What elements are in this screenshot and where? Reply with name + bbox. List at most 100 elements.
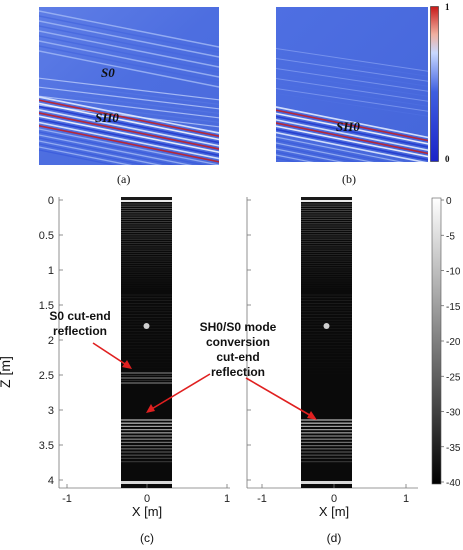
wave-stripe-b [276, 109, 428, 142]
strip-top-band [121, 197, 172, 202]
x-axis-label-d: X [m] [319, 504, 349, 519]
strip-defect-spot [143, 323, 150, 329]
wave-stripe-a [39, 95, 219, 119]
wave-stripe-a [39, 91, 219, 114]
arrow-right-head [307, 411, 317, 420]
annotation-mode-line4: reflection [210, 365, 265, 379]
colorbar-tick-label: -35 [446, 443, 461, 454]
wave-stripe-b [276, 131, 428, 162]
wave-stripe-a [39, 149, 118, 165]
wave-stripe-a [39, 115, 219, 154]
bscan-image-c [121, 197, 172, 488]
x-tick-label: 1 [224, 493, 230, 505]
panel-d-label: (d) [327, 531, 342, 545]
wave-stripe-a [39, 118, 219, 157]
wave-stripe-a [39, 99, 219, 138]
annotation-mode-line3: cut-end [216, 350, 260, 364]
x-tick-label: -1 [62, 493, 72, 505]
wave-stripe-a [39, 140, 163, 165]
panel-c-label: (c) [140, 531, 154, 545]
annotation-mode-line1: SH0/S0 mode [199, 320, 277, 334]
arrow-mid-line [149, 373, 211, 411]
y-tick-label: 0 [48, 195, 54, 207]
wave-stripe-a [39, 20, 219, 58]
wave-stripe-b [276, 67, 428, 92]
wave-stripe-a [39, 137, 178, 165]
wave-stripe-b [276, 118, 428, 152]
x-tick-label: 0 [144, 493, 150, 505]
strip-defect-spot [323, 323, 330, 329]
wave-stripe-a [39, 108, 219, 147]
wave-stripe-a [39, 86, 219, 110]
wave-stripe-a [39, 102, 219, 141]
y-axis-label: Z [m] [0, 356, 13, 388]
wave-stripe-b [276, 151, 330, 162]
x-axis-label-c: X [m] [132, 504, 162, 519]
wave-stripe-a [39, 35, 219, 73]
colorbar-tick-label: -30 [446, 408, 461, 419]
annotation-mode-line2: conversion [205, 335, 271, 349]
wave-stripe-a [39, 15, 219, 53]
x-tick-label: -1 [257, 493, 267, 505]
wave-stripe-b [276, 122, 428, 155]
colorbar-tick-label: -15 [446, 302, 461, 313]
arrow-right-line [245, 377, 314, 418]
wave-stripe-a [39, 121, 219, 160]
strip-bottom-edge [121, 481, 172, 484]
bottom-colorbar [431, 197, 442, 485]
wave-stripe-a [39, 40, 219, 78]
wave-stripe-b [276, 128, 428, 161]
colorbar-tick-label: -40 [446, 478, 461, 489]
strip-top-band [301, 197, 352, 202]
wave-stripe-b [276, 125, 428, 158]
top-colorbar-min: 0 [445, 154, 450, 164]
arrow-mid-head [146, 404, 155, 413]
annotation-mode-conversion: SH0/S0 mode conversion cut-end reflectio… [183, 320, 293, 380]
strip-top-edge [301, 200, 352, 202]
wave-stripe-b [276, 145, 360, 162]
wave-stripe-a [39, 134, 193, 165]
strip-top-edge [121, 200, 172, 202]
annotation-s0-line2: reflection [52, 324, 107, 338]
wave-stripe-a [39, 45, 219, 83]
strip-bottom-edge [301, 481, 352, 484]
panel-a-label: (a) [117, 172, 131, 186]
wave-stripe-a [39, 77, 219, 101]
wave-stripe-a [39, 25, 219, 63]
wave-stripe-b [276, 87, 428, 112]
wave-stripe-a [39, 143, 148, 165]
wave-stripe-b [276, 136, 405, 162]
y-tick-label: 0.5 [39, 230, 54, 242]
top-colorbar-max: 1 [445, 2, 450, 12]
mode-label-s0: S0 [101, 65, 115, 80]
wave-stripe-b [276, 52, 428, 77]
wave-stripe-a [39, 50, 219, 88]
y-tick-label: 1 [48, 265, 54, 277]
colorbar-tick-label: -25 [446, 372, 461, 383]
wavefield-panel-a: S0 SH0 [39, 7, 219, 165]
y-tick-label: 3 [48, 405, 54, 417]
wave-stripe-a [39, 112, 219, 150]
y-tick-label: 1.5 [39, 300, 54, 312]
wave-stripe-b [276, 92, 428, 117]
mode-label-sh0-b: SH0 [336, 119, 360, 134]
colorbar-tick-label: -10 [446, 267, 461, 278]
wave-stripe-b [276, 115, 428, 148]
arrow-left-head [122, 360, 132, 369]
wavefield-image-b [276, 7, 428, 162]
wave-stripe-b [276, 106, 428, 139]
wave-stripe-b [276, 47, 428, 72]
y-tick-label: 4 [48, 475, 54, 487]
wave-stripe-b [276, 154, 315, 162]
y-tick-label: 2 [48, 335, 54, 347]
wavefield-image-a [39, 7, 219, 165]
y-tick-label: 3.5 [39, 440, 54, 452]
arrow-left-line [92, 342, 129, 367]
wave-stripe-a [39, 146, 133, 165]
wave-stripe-b [276, 57, 428, 82]
y-tick-label: 2.5 [39, 370, 54, 382]
wave-stripe-a [39, 30, 219, 68]
annotation-arrows [92, 342, 317, 420]
wave-stripe-a [39, 105, 219, 144]
wave-stripe-a [39, 10, 219, 48]
